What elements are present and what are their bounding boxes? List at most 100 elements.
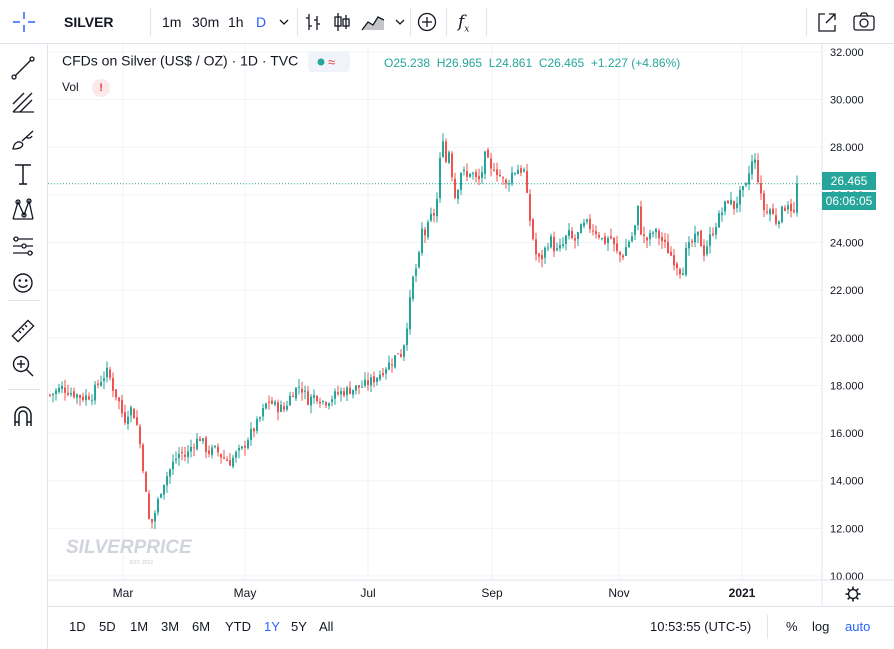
- toolbar-divider: [806, 8, 807, 36]
- candle-body: [100, 381, 102, 386]
- candle-body: [616, 243, 618, 251]
- candle-body: [253, 428, 255, 432]
- percent-toggle[interactable]: %: [786, 619, 798, 634]
- candle-body: [397, 353, 399, 355]
- candle-body: [334, 391, 336, 399]
- chevron-down-icon[interactable]: [392, 0, 408, 44]
- range-6m[interactable]: 6M: [192, 619, 211, 634]
- auto-toggle[interactable]: auto: [845, 619, 871, 634]
- candle-body: [478, 176, 480, 180]
- candles-icon[interactable]: [332, 0, 352, 44]
- candle-body: [643, 234, 645, 236]
- candle-body: [136, 417, 138, 425]
- candle-body: [373, 376, 375, 383]
- candle-body: [109, 369, 111, 378]
- candle-body: [748, 173, 750, 185]
- settings-icon: [845, 586, 861, 602]
- indicators-icon[interactable]: fx: [458, 0, 469, 44]
- pitchfork-icon[interactable]: [10, 89, 36, 115]
- symbol-search[interactable]: SILVER: [64, 14, 114, 30]
- candle-body: [622, 255, 624, 258]
- candle-body: [349, 387, 351, 394]
- candle-body: [634, 225, 636, 235]
- price-chart[interactable]: 32.00030.00028.00026.00024.00022.00020.0…: [48, 44, 894, 606]
- candle-body: [556, 248, 558, 251]
- candle-body: [523, 169, 525, 172]
- log-toggle[interactable]: log: [812, 619, 830, 634]
- candle-body: [316, 396, 318, 402]
- drawing-toolbar: [0, 44, 48, 649]
- smiley-icon[interactable]: [10, 270, 36, 296]
- ruler-icon[interactable]: [10, 318, 36, 344]
- range-1m[interactable]: 1M: [130, 619, 149, 634]
- candle-body: [88, 396, 90, 400]
- interval-1h[interactable]: 1h: [228, 14, 244, 30]
- magnet-icon[interactable]: [10, 403, 36, 429]
- last-price-label: 26.465: [822, 172, 876, 190]
- candle-body: [283, 406, 285, 410]
- candle-body: [154, 512, 156, 522]
- range-1d[interactable]: 1D: [69, 619, 86, 634]
- toolbar-divider: [446, 8, 447, 36]
- candle-body: [712, 233, 714, 235]
- candle-body: [85, 395, 87, 401]
- pattern-icon[interactable]: [10, 197, 36, 223]
- candle-body: [91, 399, 93, 401]
- toolbar-divider: [297, 8, 298, 36]
- range-5y[interactable]: 5Y: [291, 619, 307, 634]
- y-tick-label: 18.000: [830, 380, 864, 392]
- candle-body: [289, 395, 291, 406]
- range-ytd[interactable]: YTD: [225, 619, 251, 634]
- svg-text:≈: ≈: [328, 55, 335, 70]
- prediction-icon[interactable]: [10, 233, 36, 259]
- candle-body: [772, 208, 774, 215]
- clock-time[interactable]: 10:53:55 (UTC-5): [650, 619, 752, 634]
- range-5d[interactable]: 5D: [99, 619, 116, 634]
- interval-1m[interactable]: 1m: [162, 14, 182, 30]
- candle-body: [793, 209, 795, 212]
- candle-body: [82, 396, 84, 400]
- candle-body: [256, 418, 258, 431]
- x-tick-label: Nov: [608, 586, 629, 600]
- chevron-down-icon[interactable]: [276, 0, 292, 44]
- candle-body: [238, 447, 240, 451]
- candle-body: [70, 392, 72, 395]
- candle-body: [394, 355, 396, 368]
- top-toolbar: SILVER 1m 30m 1h D fx: [0, 0, 894, 44]
- candle-body: [583, 222, 585, 226]
- brush-icon[interactable]: [10, 127, 36, 153]
- candle-body: [670, 251, 672, 256]
- warning-icon[interactable]: !: [92, 79, 111, 97]
- candle-body: [667, 241, 669, 254]
- candle-body: [691, 240, 693, 243]
- candle-body: [184, 454, 186, 457]
- range-all[interactable]: All: [319, 619, 334, 634]
- crosshair-icon[interactable]: [0, 0, 48, 44]
- add-compare-icon[interactable]: [416, 0, 438, 44]
- candle-body: [391, 364, 393, 366]
- range-3m[interactable]: 3M: [161, 619, 180, 634]
- zoom-in-icon[interactable]: [10, 353, 36, 379]
- x-tick-label: Mar: [113, 586, 134, 600]
- candle-body: [715, 227, 717, 235]
- area-chart-icon[interactable]: [360, 0, 386, 44]
- market-status[interactable]: ≈: [308, 52, 351, 72]
- candle-body: [754, 159, 756, 163]
- fullscreen-icon[interactable]: [816, 0, 838, 44]
- text-tool-icon[interactable]: [10, 161, 36, 187]
- candle-body: [58, 387, 60, 392]
- candle-body: [232, 457, 234, 467]
- interval-30m[interactable]: 30m: [192, 14, 220, 30]
- candle-body: [706, 246, 708, 255]
- volume-label[interactable]: Vol: [62, 80, 79, 94]
- candle-body: [736, 203, 738, 208]
- candle-body: [646, 237, 648, 241]
- crosshair-tool[interactable]: [10, 18, 36, 44]
- camera-icon[interactable]: [852, 0, 876, 44]
- bar-chart-icon[interactable]: [304, 0, 322, 44]
- interval-d[interactable]: D: [256, 14, 267, 30]
- trend-line-icon[interactable]: [10, 55, 36, 81]
- candle-body: [499, 174, 501, 177]
- range-1y[interactable]: 1Y: [264, 619, 280, 634]
- candle-body: [163, 484, 165, 495]
